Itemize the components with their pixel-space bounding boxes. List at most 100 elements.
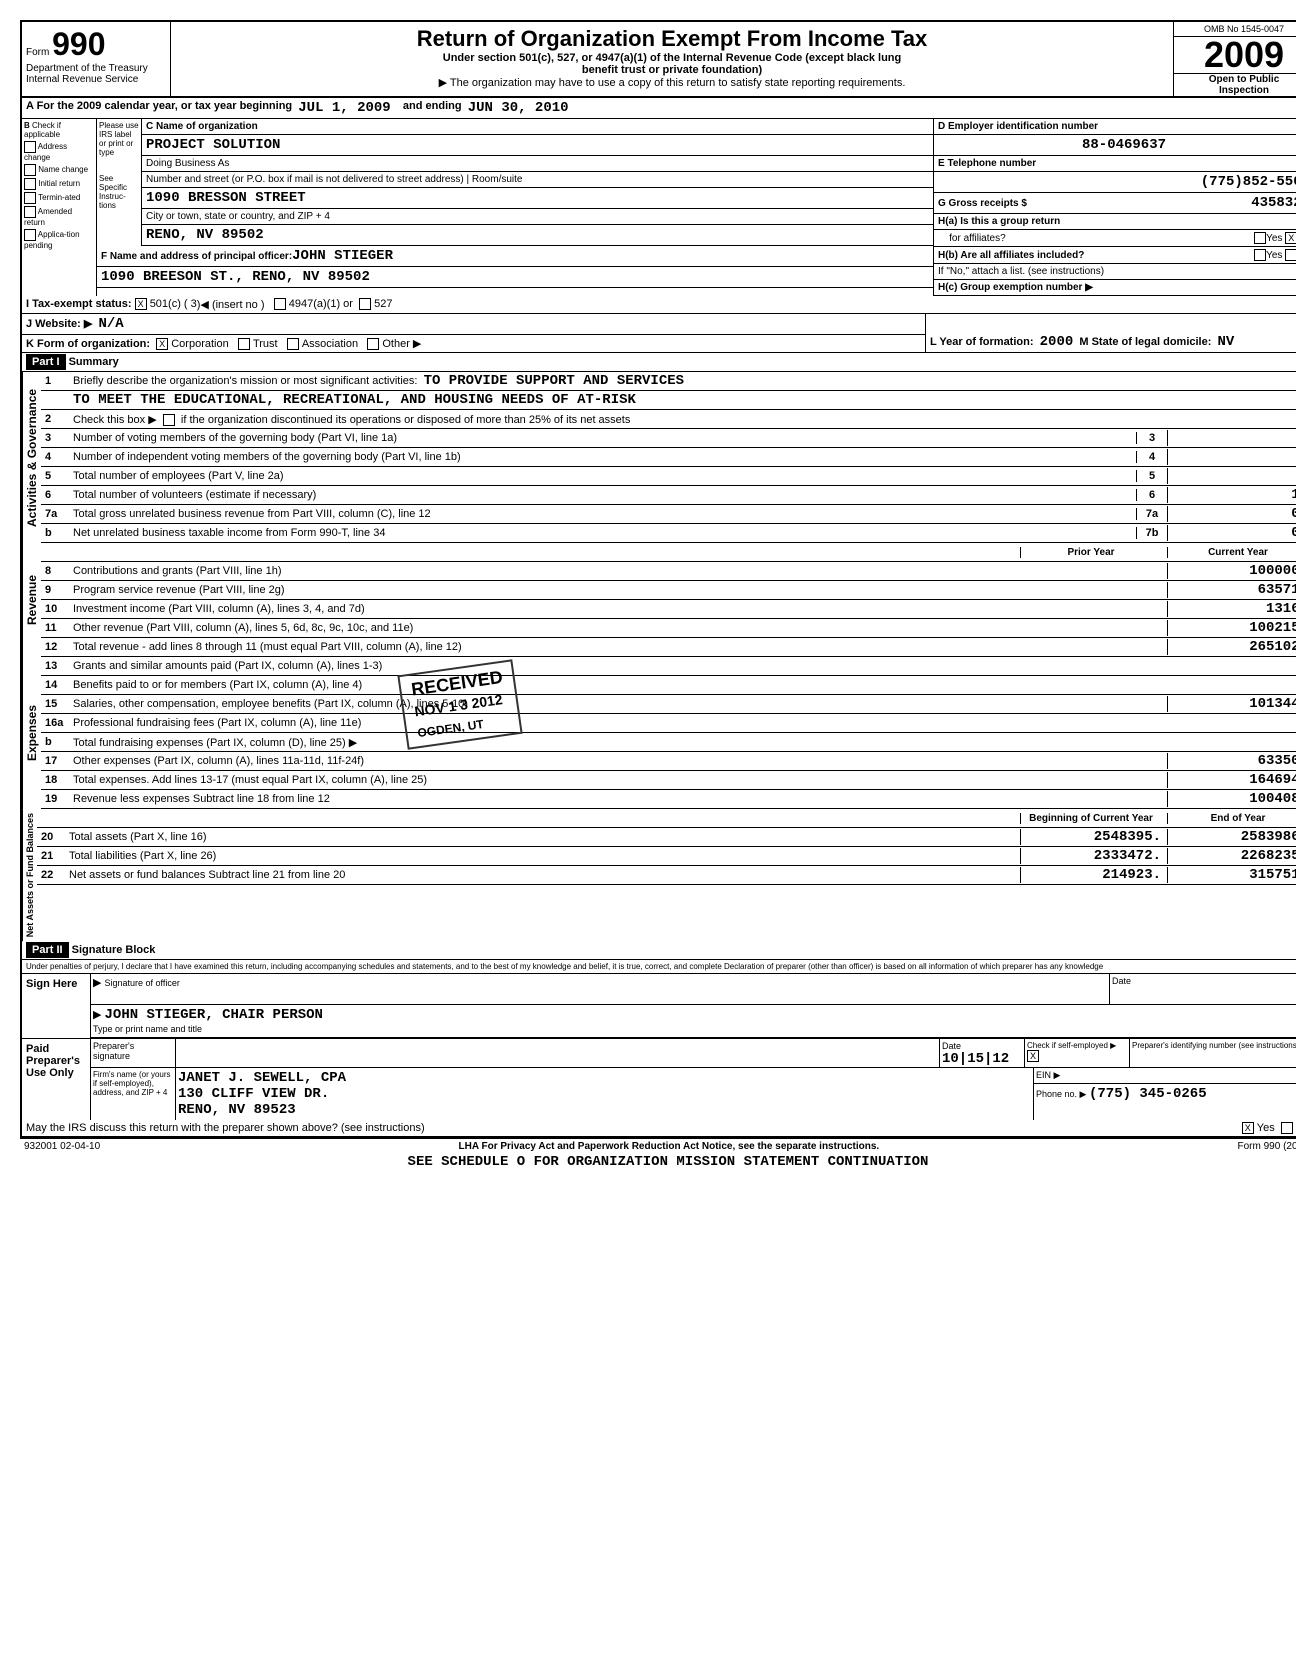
line-text: Net unrelated business taxable income fr… [69,526,1136,540]
cb-address[interactable]: Address change [24,141,94,162]
m-state: NV [1218,334,1235,350]
ha-yes-cb[interactable] [1254,232,1266,244]
cb-line2[interactable] [163,414,175,426]
line-num: 10 [41,603,69,615]
line-num: 14 [41,679,69,691]
line-text: Professional fundraising fees (Part IX, … [69,716,1020,730]
line-text: Investment income (Part VIII, column (A)… [69,602,1020,616]
line-num: 4 [41,451,69,463]
line-box: 7b [1136,527,1167,539]
dept-treasury: Department of the Treasury [26,63,148,74]
hb-yes-cb[interactable] [1254,249,1266,261]
paid-preparer-block: Paid Preparer's Use Only Preparer's sign… [22,1038,1296,1120]
check-self-label: Check if self-employed ▶ [1027,1041,1116,1050]
cb-self-employed[interactable]: X [1027,1050,1039,1062]
part-ii-title: Signature Block [72,944,156,956]
cb-terminated[interactable]: Termin-ated [24,192,94,204]
current-val: 315751. [1167,867,1296,883]
l-label: L Year of formation: [930,336,1034,348]
see-instructions: See Specific Instruc-tions [97,172,142,246]
cb-initial[interactable]: Initial return [24,178,94,190]
vlabel-activities: Activities & Governance [22,372,41,543]
f-label: F Name and address of principal officer: [101,251,292,262]
net-assets-section: Net Assets or Fund Balances Beginning of… [22,809,1296,941]
line-num: 17 [41,755,69,767]
subtitle2: benefit trust or private foundation) [175,64,1169,76]
line1-text: Briefly describe the organization's miss… [73,375,417,387]
exp-line: 13 Grants and similar amounts paid (Part… [41,657,1296,676]
prior-val: 2548395. [1020,829,1167,845]
cb-trust[interactable] [238,338,250,350]
4947: 4947(a)(1) or [289,298,353,311]
line-num: 3 [41,432,69,444]
cb-amended[interactable]: Amended return [24,206,94,227]
line-num: 20 [37,831,65,843]
net-line: 21 Total liabilities (Part X, line 26) 2… [37,847,1296,866]
m-label: M State of legal domicile: [1079,336,1211,348]
cb-irs-yes[interactable]: X [1242,1122,1254,1134]
f-name: JOHN STIEGER [292,248,393,264]
hc-label: H(c) Group exemption number ▶ [938,282,1093,293]
rev-line: 8 Contributions and grants (Part VIII, l… [41,562,1296,581]
line-text: Other revenue (Part VIII, column (A), li… [69,621,1020,635]
line-text: Total number of employees (Part V, line … [69,469,1136,483]
prior-val: 2333472. [1020,848,1167,864]
activities-governance-section: Activities & Governance 1 Briefly descri… [22,372,1296,543]
line-val: 8 [1167,468,1296,484]
row-j-k: J Website: ▶ N/A K Form of organization:… [22,314,1296,353]
exp-line: 17 Other expenses (Part IX, column (A), … [41,752,1296,771]
line-box: 5 [1136,470,1167,482]
hb-label: H(b) Are all affiliates included? [938,250,1084,261]
501c: 501(c) ( 3 [150,298,197,311]
current-year-header: Current Year [1167,547,1296,558]
line-val: 4 [1167,430,1296,446]
expenses-section: Expenses 13 Grants and similar amounts p… [22,657,1296,809]
cb-application[interactable]: Applica-tion pending [24,229,94,250]
footer-code: 932001 02-04-10 [24,1141,100,1152]
line-box: 3 [1136,432,1167,444]
l-year: 2000 [1040,334,1074,350]
subtitle1: Under section 501(c), 527, or 4947(a)(1)… [175,52,1169,64]
527: 527 [374,298,392,311]
part-i-header: Part I Summary [22,353,1296,372]
line-val: 0 [1167,449,1296,465]
current-val: 164694. [1167,772,1296,788]
j-label: J Website: ▶ [26,318,92,330]
cb-irs-no[interactable] [1281,1122,1293,1134]
footer: 932001 02-04-10 LHA For Privacy Act and … [20,1139,1296,1154]
sig-date-label: Date [1109,974,1296,1004]
row-i-tax-status: I Tax-exempt status: X 501(c) ( 3 )◀ (in… [22,296,1296,314]
footer-form: Form 990 (2009) [1238,1141,1296,1152]
k-corp: Corporation [171,338,228,350]
line-box: 4 [1136,451,1167,463]
line-text: Total number of volunteers (estimate if … [69,488,1136,502]
cb-corp[interactable]: X [156,338,168,350]
rev-line: 9 Program service revenue (Part VIII, li… [41,581,1296,600]
cb-other[interactable] [367,338,379,350]
line-text: Number of voting members of the governin… [69,431,1136,445]
ha-yes: Yes [1266,233,1282,244]
exp-line: 19 Revenue less expenses Subtract line 1… [41,790,1296,809]
street-label: Number and street (or P.O. box if mail i… [146,174,464,185]
line-num: 22 [37,869,65,881]
line-text: Revenue less expenses Subtract line 18 f… [69,792,1020,806]
tax-year: 2009 [1174,37,1296,73]
cb-4947[interactable] [274,298,286,310]
cb-name[interactable]: Name change [24,164,94,176]
open-public: Open to Public [1209,74,1280,85]
i-label: I Tax-exempt status: [26,298,132,311]
may-irs-text: May the IRS discuss this return with the… [26,1122,425,1134]
line-text: Total fundraising expenses (Part IX, col… [69,735,1020,750]
type-print-label: Type or print name and title [93,1024,202,1034]
hb-no-cb[interactable] [1285,249,1296,261]
vlabel-net: Net Assets or Fund Balances [22,809,37,941]
gov-line: 4 Number of independent voting members o… [41,448,1296,467]
cb-assoc[interactable] [287,338,299,350]
hb-yes: Yes [1266,250,1282,261]
cb-501c[interactable]: X [135,298,147,310]
inspection: Inspection [1219,85,1269,96]
ha-no-cb[interactable]: X [1285,232,1296,244]
j-value: N/A [98,316,123,332]
cb-527[interactable] [359,298,371,310]
paid-label: Paid Preparer's Use Only [22,1039,91,1120]
